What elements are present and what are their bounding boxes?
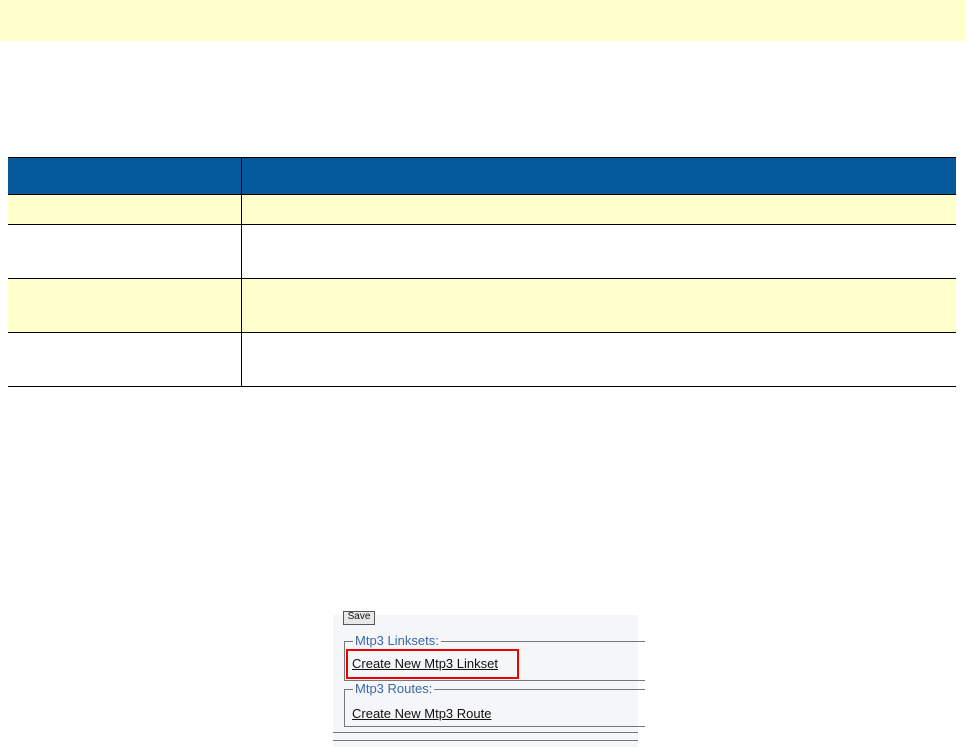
table-row <box>8 194 956 225</box>
page-header-banner <box>0 0 965 41</box>
create-linkset-link[interactable]: Create New Mtp3 Linkset <box>352 656 498 671</box>
table-row <box>8 278 956 333</box>
save-button[interactable]: Save <box>343 611 375 625</box>
divider <box>333 740 638 741</box>
linksets-fieldset: Mtp3 Linksets: Create New Mtp3 Linkset <box>344 633 645 681</box>
divider <box>333 732 638 733</box>
table-row <box>8 332 956 387</box>
highlight-box <box>346 649 519 679</box>
linksets-legend: Mtp3 Linksets: <box>353 633 441 648</box>
create-route-link[interactable]: Create New Mtp3 Route <box>352 706 492 721</box>
parameter-table <box>8 157 956 387</box>
routes-fieldset: Mtp3 Routes: Create New Mtp3 Route <box>344 681 645 727</box>
table-header-row <box>8 157 956 195</box>
routes-legend: Mtp3 Routes: <box>353 681 435 696</box>
ui-screenshot: Save Mtp3 Linksets: Create New Mtp3 Link… <box>333 611 645 747</box>
table-row <box>8 224 956 279</box>
